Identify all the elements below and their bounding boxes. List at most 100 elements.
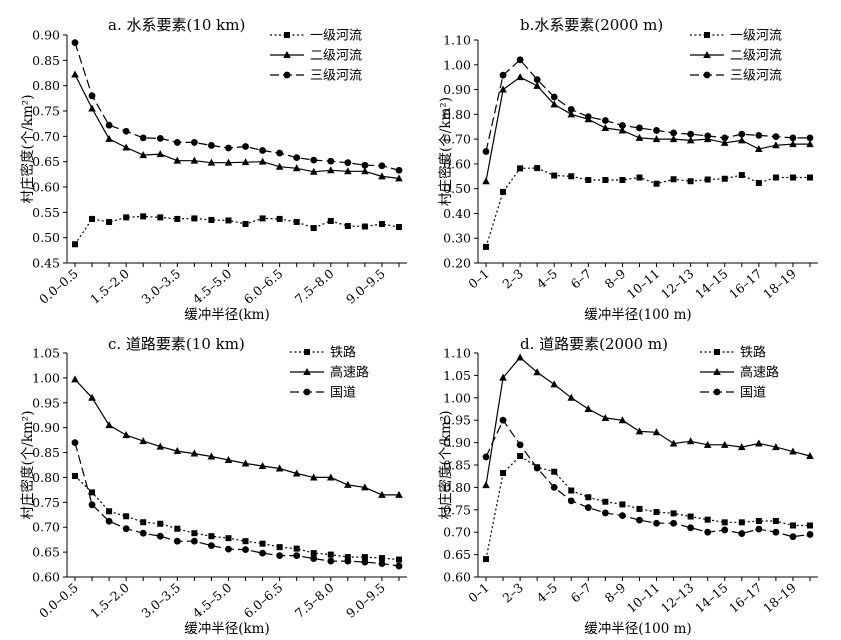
data-point (157, 520, 164, 527)
legend-label: 二级河流 (730, 49, 782, 64)
data-point (483, 243, 489, 250)
data-point (652, 428, 661, 436)
data-point (806, 531, 814, 538)
data-point (687, 513, 694, 520)
legend-marker (714, 349, 720, 355)
data-point (140, 519, 147, 526)
data-point (738, 172, 745, 179)
data-point (378, 220, 385, 227)
data-point (807, 522, 813, 529)
data-point (395, 562, 403, 570)
data-point (789, 174, 796, 181)
x-tick-label: 7.5–8.0 (292, 266, 337, 307)
data-point (72, 472, 78, 479)
y-tick-label: 0.80 (32, 470, 60, 485)
data-point (772, 141, 780, 149)
y-tick-label: 0.75 (32, 495, 60, 510)
y-tick-label: 0.65 (32, 545, 60, 560)
data-point (89, 215, 96, 222)
data-point (516, 353, 524, 361)
y-tick-label: 0.90 (32, 28, 60, 43)
x-tick-label: 4–5 (534, 580, 561, 606)
data-point (190, 156, 199, 164)
x-tick-label: 14–15 (692, 266, 731, 302)
y-tick-label: 0.70 (443, 132, 471, 147)
x-tick-label: 1.5–2.0 (87, 266, 132, 307)
data-point (242, 143, 249, 150)
series-line (485, 418, 811, 538)
data-point (225, 535, 232, 542)
data-point (755, 525, 763, 533)
series-line (485, 167, 810, 248)
data-point (276, 149, 284, 157)
data-point (139, 134, 147, 142)
x-tick-label: 10–11 (624, 580, 663, 616)
series-line (485, 455, 810, 560)
data-point (755, 131, 763, 139)
data-point (482, 481, 490, 489)
data-point (602, 176, 609, 183)
x-tick-label: 9.0–9.5 (343, 580, 388, 621)
legend-label: 国道 (330, 386, 356, 401)
data-point (241, 158, 250, 166)
data-point (619, 501, 626, 508)
data-point (789, 447, 797, 455)
data-point (72, 241, 78, 248)
data-point (190, 449, 199, 457)
legend-marker (703, 51, 711, 58)
data-point (242, 546, 249, 554)
data-point (224, 158, 233, 166)
data-point (344, 480, 352, 488)
legend-marker (704, 32, 710, 38)
data-point (71, 70, 79, 78)
data-point (156, 442, 165, 450)
data-point (738, 519, 745, 526)
data-point (772, 133, 780, 141)
data-point (499, 71, 507, 79)
y-tick-label: 0.60 (32, 570, 60, 585)
data-point (533, 76, 541, 84)
data-point (533, 81, 541, 89)
y-tick-label: 1.00 (443, 57, 471, 72)
data-point (619, 512, 626, 520)
data-point (310, 156, 318, 164)
data-point (755, 145, 763, 153)
data-point (395, 166, 403, 174)
data-point (106, 218, 113, 225)
data-point (88, 393, 96, 401)
data-point (293, 545, 300, 552)
data-point (652, 135, 661, 143)
data-point (156, 134, 164, 142)
x-tick-label: 8–9 (602, 580, 629, 606)
data-point (293, 218, 300, 225)
y-tick-label: 0.60 (32, 180, 60, 195)
series-1 (72, 472, 402, 563)
data-point (139, 529, 147, 537)
data-point (361, 161, 369, 169)
data-point (601, 123, 610, 131)
y-tick-label: 0.20 (443, 256, 471, 271)
data-point (258, 461, 267, 469)
y-tick-label: 1.10 (443, 346, 471, 361)
data-point (789, 134, 797, 142)
legend-label: 二级河流 (310, 49, 362, 64)
y-tick-label: 0.90 (443, 82, 471, 97)
series-2 (71, 70, 403, 182)
legend-label: 高速路 (330, 365, 369, 381)
chart-c: 0.60 0.65 0.70 0.75 0.80 0.85 0.90 0.95 1.00 1.05… (19, 335, 407, 637)
data-point (636, 174, 643, 181)
data-point (517, 165, 524, 172)
series-3 (71, 439, 403, 570)
data-point (157, 214, 164, 221)
data-point (737, 136, 746, 144)
data-point (721, 175, 728, 182)
data-point (483, 556, 489, 563)
data-point (551, 172, 558, 179)
data-point (806, 134, 814, 142)
data-point (755, 439, 763, 447)
x-tick-label: 4–5 (534, 266, 561, 292)
data-point (310, 225, 317, 232)
data-point (482, 453, 490, 461)
legend-label: 一级河流 (310, 29, 362, 44)
